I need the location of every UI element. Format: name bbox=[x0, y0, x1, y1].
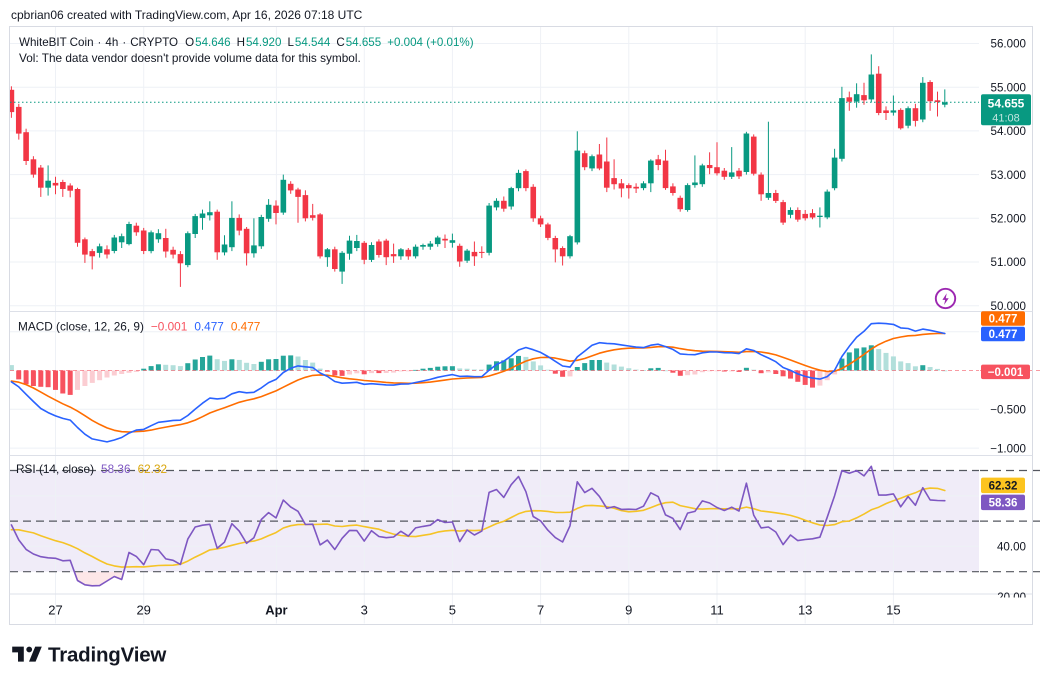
svg-text:Apr: Apr bbox=[265, 603, 287, 618]
svg-text:Vol: The data vendor doesn't p: Vol: The data vendor doesn't provide vol… bbox=[19, 51, 361, 65]
svg-text:−0.001: −0.001 bbox=[988, 367, 1024, 379]
svg-text:55.000: 55.000 bbox=[991, 81, 1026, 94]
svg-text:53.000: 53.000 bbox=[991, 169, 1026, 182]
svg-text:58.36: 58.36 bbox=[989, 497, 1018, 509]
svg-text:62.32: 62.32 bbox=[989, 481, 1018, 493]
svg-text:5: 5 bbox=[449, 603, 456, 618]
svg-text:TradingView: TradingView bbox=[48, 644, 166, 667]
svg-text:11: 11 bbox=[710, 603, 724, 618]
svg-text:13: 13 bbox=[798, 603, 812, 618]
svg-text:7: 7 bbox=[537, 603, 544, 618]
svg-text:54.655: 54.655 bbox=[988, 96, 1025, 110]
svg-text:15: 15 bbox=[886, 603, 900, 618]
svg-text:56.000: 56.000 bbox=[991, 38, 1026, 51]
svg-text:0.477: 0.477 bbox=[989, 314, 1018, 326]
svg-text:27: 27 bbox=[48, 603, 62, 618]
svg-text:9: 9 bbox=[625, 603, 632, 618]
svg-text:20.00: 20.00 bbox=[997, 592, 1026, 604]
svg-text:0.477: 0.477 bbox=[989, 329, 1018, 341]
svg-text:41:08: 41:08 bbox=[992, 113, 1020, 125]
svg-text:29: 29 bbox=[136, 603, 150, 618]
svg-text:3: 3 bbox=[361, 603, 368, 618]
svg-text:40.00: 40.00 bbox=[997, 541, 1026, 554]
svg-text:52.000: 52.000 bbox=[991, 213, 1026, 226]
svg-text:51.000: 51.000 bbox=[991, 256, 1026, 269]
svg-text:cpbrian06 created with Trading: cpbrian06 created with TradingView.com, … bbox=[11, 8, 363, 22]
svg-text:50.000: 50.000 bbox=[991, 300, 1026, 313]
svg-text:−1.000: −1.000 bbox=[990, 442, 1026, 455]
svg-text:54.000: 54.000 bbox=[991, 125, 1026, 138]
svg-text:−0.500: −0.500 bbox=[990, 404, 1026, 417]
